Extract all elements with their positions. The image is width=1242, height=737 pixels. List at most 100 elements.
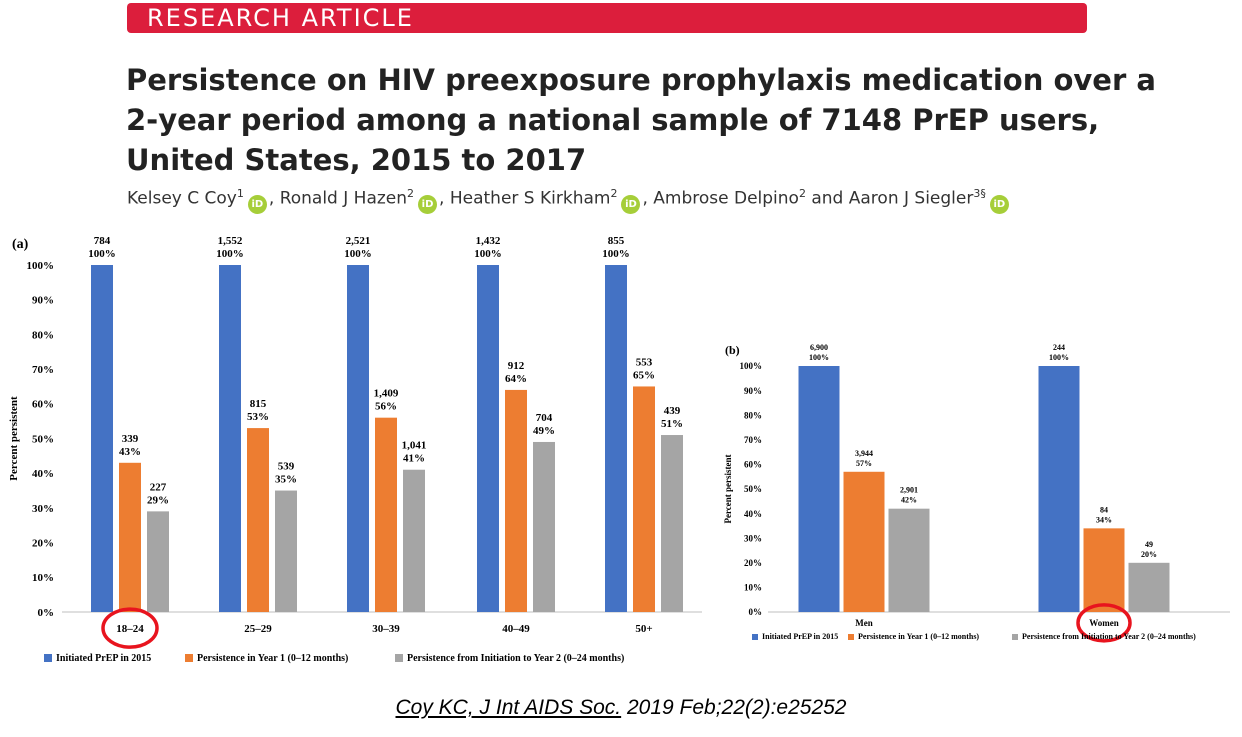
article-title: Persistence on HIV preexposure prophylax… <box>126 60 1156 180</box>
bar-percent-label: 41% <box>403 453 425 465</box>
bar-year1 <box>247 428 269 612</box>
bar-percent-label: 64% <box>505 373 527 385</box>
bar-percent-label: 20% <box>1141 550 1157 559</box>
bar-year2 <box>533 441 555 612</box>
y-tick-label: 50% <box>744 484 762 494</box>
y-tick-label: 80% <box>32 329 54 341</box>
x-tick-label: 50+ <box>635 623 652 635</box>
legend-swatch <box>185 654 193 662</box>
bar-percent-label: 100% <box>1049 353 1069 362</box>
bar-percent-label: 100% <box>344 248 372 260</box>
legend-label: Persistence in Year 1 (0–12 months) <box>858 632 979 641</box>
chart-a-age-groups: (a) Percent persistent 0% 10% 20% 30% 40% 50% 60… <box>8 235 702 664</box>
bar-count-label: 1,432 <box>476 235 501 247</box>
legend-label: Initiated PrEP in 2015 <box>56 653 151 664</box>
bar-count-label: 439 <box>664 405 681 417</box>
orcid-icon[interactable]: iD <box>247 194 267 214</box>
orcid-icon[interactable]: iD <box>418 194 438 214</box>
author-name: Ambrose Delpino <box>653 188 799 209</box>
y-tick-label: 60% <box>744 460 762 470</box>
bar-count-label: 339 <box>122 433 139 445</box>
bar-initiated <box>219 265 241 612</box>
bar-year2 <box>1128 562 1170 612</box>
bar-count-label: 49 <box>1145 540 1153 549</box>
title-line: Persistence on HIV preexposure prophylax… <box>126 63 1156 97</box>
bar-percent-label: 43% <box>119 446 141 458</box>
bar-year2 <box>888 508 930 612</box>
citation-journal: Coy KC, J Int AIDS Soc. <box>395 696 622 719</box>
bar-percent-label: 57% <box>856 459 872 468</box>
bar-initiated <box>798 366 840 612</box>
bar-count-label: 855 <box>608 235 625 247</box>
author-separator: , <box>439 188 450 209</box>
bar-year2 <box>661 435 683 612</box>
bar-percent-label: 49% <box>533 425 555 437</box>
y-tick-label: 30% <box>744 533 762 543</box>
bar-count-label: 1,041 <box>402 440 427 452</box>
author-affiliation: 2 <box>407 187 415 200</box>
bar-count-label: 3,944 <box>855 449 873 458</box>
bar-percent-label: 65% <box>633 369 655 381</box>
legend-swatch <box>44 654 52 662</box>
orcid-icon[interactable]: iD <box>621 194 641 214</box>
y-tick-label: 80% <box>744 410 762 420</box>
highlight-circle <box>1076 603 1132 643</box>
bar-initiated <box>477 265 499 612</box>
y-tick-label: 70% <box>32 364 54 376</box>
bar-percent-label: 100% <box>474 248 502 260</box>
x-tick-label: 18–24 <box>116 623 144 635</box>
bar-percent-label: 51% <box>661 418 683 430</box>
panel-label: (a) <box>12 237 29 252</box>
y-tick-label: 50% <box>32 433 54 445</box>
bar-percent-label: 34% <box>1096 515 1112 524</box>
chart-b-gender: (b) Percent persistent 0% 10% 20% 30% 40% 50% 60… <box>723 343 1230 643</box>
y-tick-label: 20% <box>32 537 54 549</box>
legend-label: Persistence in Year 1 (0–12 months) <box>197 653 348 664</box>
author-separator: and <box>805 188 849 209</box>
author-name: Kelsey C Coy <box>127 188 237 209</box>
bar-percent-label: 42% <box>901 496 917 505</box>
y-tick-label: 0% <box>38 607 55 619</box>
bar-percent-label: 56% <box>375 401 397 413</box>
bar-percent-label: 35% <box>275 474 297 486</box>
author-affiliation: 1 <box>236 187 244 200</box>
y-tick-label: 70% <box>744 435 762 445</box>
y-tick-label: 40% <box>32 468 54 480</box>
y-tick-label: 30% <box>32 503 54 515</box>
article-type-label: RESEARCH ARTICLE <box>147 4 414 32</box>
citation: Coy KC, J Int AIDS Soc. 2019 Feb;22(2):e… <box>0 696 1242 720</box>
legend-label: Persistence from Initiation to Year 2 (0… <box>1022 632 1196 641</box>
y-tick-label: 40% <box>744 509 762 519</box>
bar-percent-label: 100% <box>809 353 829 362</box>
author-name: Aaron J Siegler <box>848 188 974 209</box>
orcid-icon[interactable]: iD <box>989 194 1009 214</box>
author-affiliation: 3§ <box>973 187 986 200</box>
bar-count-label: 784 <box>94 235 111 247</box>
bar-year1 <box>633 386 655 612</box>
bar-year2 <box>403 469 425 612</box>
panel-label: (b) <box>725 343 740 357</box>
bar-count-label: 1,409 <box>374 388 399 400</box>
highlight-circle <box>101 607 159 649</box>
y-tick-label: 20% <box>744 558 762 568</box>
bar-year1 <box>375 417 397 612</box>
bar-count-label: 539 <box>278 461 295 473</box>
y-tick-label: 100% <box>27 260 55 272</box>
author-list: Kelsey C Coy1iD, Ronald J Hazen2iD, Heat… <box>127 187 1011 214</box>
author-affiliation: 2 <box>610 187 618 200</box>
bar-year1 <box>843 471 885 612</box>
bar-initiated <box>347 265 369 612</box>
x-tick-label: 30–39 <box>372 623 400 635</box>
title-line: United States, 2015 to 2017 <box>126 143 587 177</box>
bar-count-label: 704 <box>536 412 553 424</box>
author-name: Ronald J Hazen <box>279 188 408 209</box>
x-tick-label: 40–49 <box>502 623 530 635</box>
y-tick-label: 90% <box>32 295 54 307</box>
bar-percent-label: 100% <box>216 248 244 260</box>
legend-swatch <box>1012 634 1018 640</box>
bar-count-label: 1,552 <box>218 235 243 247</box>
legend-label: Initiated PrEP in 2015 <box>762 632 838 641</box>
y-tick-label: 90% <box>744 386 762 396</box>
bar-year2 <box>147 511 169 612</box>
author-separator: , <box>642 188 654 209</box>
